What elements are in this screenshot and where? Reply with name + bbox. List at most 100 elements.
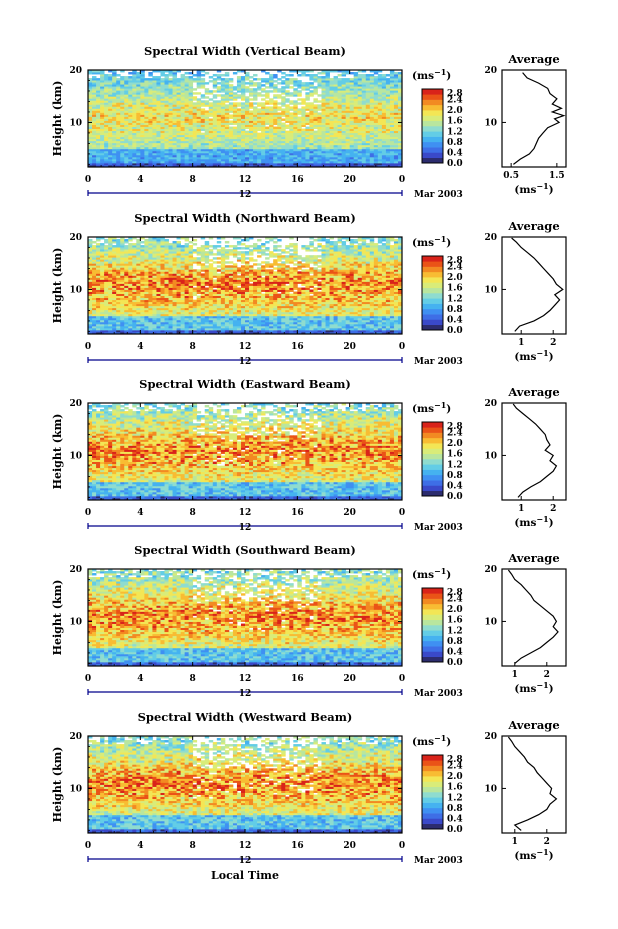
x-tick-label: 0: [399, 841, 405, 851]
profile-line: [507, 569, 559, 664]
colorbar-tick-label: 0.4: [447, 647, 463, 657]
profile-unit: (ms−1): [514, 680, 553, 695]
x-tick-label: 8: [190, 175, 196, 185]
y-tick-label: 20: [69, 565, 82, 575]
profile-title: Average: [507, 385, 559, 399]
profile-x-tick-label: 1: [518, 504, 524, 514]
x-tick-label: 20: [343, 674, 356, 684]
colorbar-tick-label: 2.8: [447, 755, 463, 765]
panel-3: Spectral Width (Eastward Beam)0 4 8 12 16 20 0…: [51, 377, 567, 533]
x-tick-label: 4: [137, 175, 143, 185]
colorbar-tick-label: 0.4: [447, 315, 463, 325]
x-tick-label: 0: [85, 342, 91, 352]
colorbar-unit: (ms−1): [412, 733, 451, 748]
profile-y-tick-label: 10: [484, 118, 497, 128]
colorbar-tick-label: 1.2: [447, 460, 463, 470]
date-label: Mar 2003: [414, 689, 463, 699]
colorbar-tick-label: 0.4: [447, 814, 463, 824]
panel-1: Spectral Width (Vertical Beam) 0 4 8 12 16 20 0…: [51, 44, 567, 200]
profile-y-tick-label: 20: [484, 732, 497, 742]
x-tick-label: 0: [399, 508, 405, 518]
day-marker-label: 12: [239, 190, 252, 200]
profile-line: [511, 237, 564, 332]
x-tick-label: 16: [291, 674, 304, 684]
x-axis-label: Local Time: [211, 869, 279, 882]
x-tick-label: 12: [239, 342, 252, 352]
heatmap-cells: [88, 237, 403, 335]
panel-title: Spectral Width (Vertical Beam): [144, 44, 346, 58]
colorbar-tick-label: 2.8: [447, 588, 463, 598]
panel-2: Spectral Width (Northward Beam)0 4 8 12 16 20…: [51, 211, 567, 367]
profile-unit: (ms−1): [514, 181, 553, 196]
colorbar-tick-label: 0.0: [447, 825, 463, 835]
colorbar-tick-label: 2.4: [447, 263, 463, 273]
average-profile: Average 1 2 20 10 (ms−1): [484, 385, 567, 529]
y-tick-label: 10: [69, 118, 82, 128]
colorbar-tick-label: 2.0: [447, 772, 463, 782]
x-tick-label: 0: [85, 674, 91, 684]
y-axis-label: Height (km): [51, 414, 64, 490]
profile-x-tick-label: 0.5: [503, 171, 519, 181]
day-marker-label: 12: [239, 357, 252, 367]
profile-line: [512, 403, 558, 498]
colorbar-tick-label: 2.4: [447, 762, 463, 772]
heatmap-cells: [88, 569, 403, 667]
colorbar-unit: (ms−1): [412, 234, 451, 249]
profile-y-tick-label: 20: [484, 399, 497, 409]
y-axis-label: Height (km): [51, 747, 64, 823]
panel-title: Spectral Width (Northward Beam): [134, 211, 356, 225]
x-tick-label: 12: [239, 508, 252, 518]
profile-title: Average: [507, 52, 559, 66]
colorbar-tick-label: 0.8: [447, 471, 463, 481]
panel-title: Spectral Width (Westward Beam): [138, 710, 353, 724]
colorbar-unit: (ms−1): [412, 67, 451, 82]
x-tick-label: 0: [399, 342, 405, 352]
profile-title: Average: [507, 551, 559, 565]
profile-unit: (ms−1): [514, 514, 553, 529]
y-tick-label: 20: [69, 732, 82, 742]
profile-y-tick-label: 10: [484, 451, 497, 461]
x-tick-label: 12: [239, 175, 252, 185]
colorbar-tick-label: 2.4: [447, 429, 463, 439]
colorbar-unit: (ms−1): [412, 566, 451, 581]
y-tick-label: 10: [69, 784, 82, 794]
day-marker-label: 12: [239, 689, 252, 699]
colorbar-tick-label: 2.4: [447, 96, 463, 106]
date-label: Mar 2003: [414, 856, 463, 866]
colorbar-tick-label: 0.0: [447, 326, 463, 336]
profile-unit: (ms−1): [514, 348, 553, 363]
colorbar-tick-label: 1.2: [447, 127, 463, 137]
colorbar-tick-label: 2.8: [447, 89, 463, 99]
date-label: Mar 2003: [414, 190, 463, 200]
colorbar-tick-label: 2.4: [447, 595, 463, 605]
y-tick-label: 10: [69, 451, 82, 461]
colorbar-tick-label: 2.8: [447, 422, 463, 432]
profile-y-tick-label: 10: [484, 784, 497, 794]
profile-y-tick-label: 10: [484, 617, 497, 627]
day-marker-label: 12: [239, 523, 252, 533]
colorbar-tick-label: 1.2: [447, 793, 463, 803]
profile-x-tick-label: 2: [544, 837, 550, 847]
profile-x-tick-label: 2: [550, 338, 556, 348]
y-axis-label: Height (km): [51, 580, 64, 656]
x-tick-label: 8: [190, 342, 196, 352]
x-tick-label: 16: [291, 841, 304, 851]
x-tick-label: 0: [85, 508, 91, 518]
colorbar-tick-label: 1.6: [447, 284, 463, 294]
x-tick-label: 20: [343, 841, 356, 851]
colorbar-tick-label: 0.8: [447, 637, 463, 647]
profile-x-tick-label: 2: [544, 670, 550, 680]
colorbar-tick-label: 2.8: [447, 256, 463, 266]
profile-y-tick-label: 10: [484, 285, 497, 295]
x-tick-label: 8: [190, 674, 196, 684]
colorbar-tick-label: 0.8: [447, 804, 463, 814]
profile-line: [507, 736, 558, 831]
heatmap-cells: [88, 403, 403, 501]
x-tick-label: 16: [291, 508, 304, 518]
colorbar-tick-label: 1.6: [447, 783, 463, 793]
colorbar-tick-label: 0.8: [447, 305, 463, 315]
x-tick-label: 20: [343, 508, 356, 518]
x-tick-label: 8: [190, 841, 196, 851]
colorbar-unit: (ms−1): [412, 400, 451, 415]
